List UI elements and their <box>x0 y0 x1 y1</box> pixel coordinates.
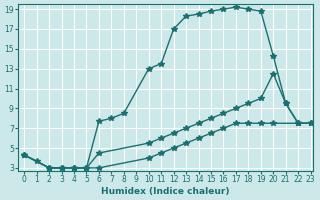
X-axis label: Humidex (Indice chaleur): Humidex (Indice chaleur) <box>101 187 230 196</box>
